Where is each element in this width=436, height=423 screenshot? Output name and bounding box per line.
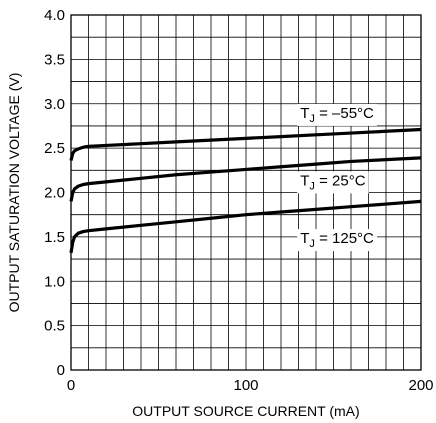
x-tick-label: 100 — [233, 377, 258, 394]
annotation-background — [297, 103, 378, 126]
x-tick-label: 200 — [408, 377, 433, 394]
series-line-2 — [69, 199, 422, 254]
series-annotation-2: TJ = 125°C — [300, 230, 374, 250]
y-tick-label: 2.5 — [44, 140, 65, 157]
series-annotations: TJ = –55°C TJ = 25°C TJ = 125°C — [297, 103, 378, 252]
series-line-1 — [69, 156, 422, 202]
y-axis-title: OUTPUT SATURATION VOLTAGE (V) — [6, 73, 22, 313]
y-tick-labels: 0 0.5 1.0 1.5 2.0 2.5 3.0 3.5 4.0 — [44, 7, 65, 379]
annotation-background — [297, 229, 378, 252]
series-lines — [69, 127, 422, 254]
series-line-0 — [69, 127, 422, 161]
x-tick-labels: 0 100 200 — [67, 377, 434, 394]
y-tick-label: 1.0 — [44, 273, 65, 290]
plot-frame — [70, 14, 422, 371]
series-annotation-0: TJ = –55°C — [300, 105, 374, 125]
y-tick-label: 0 — [57, 362, 65, 379]
x-axis-title: OUTPUT SOURCE CURRENT (mA) — [132, 403, 359, 419]
series-annotation-1: TJ = 25°C — [300, 172, 365, 192]
y-tick-label: 0.5 — [44, 318, 65, 335]
x-tick-label: 0 — [67, 377, 75, 394]
y-tick-label: 3.0 — [44, 96, 65, 113]
y-tick-label: 2.0 — [44, 185, 65, 202]
y-tick-label: 1.5 — [44, 229, 65, 246]
y-tick-label: 3.5 — [44, 51, 65, 68]
y-tick-label: 4.0 — [44, 7, 65, 24]
annotation-background — [297, 171, 369, 194]
